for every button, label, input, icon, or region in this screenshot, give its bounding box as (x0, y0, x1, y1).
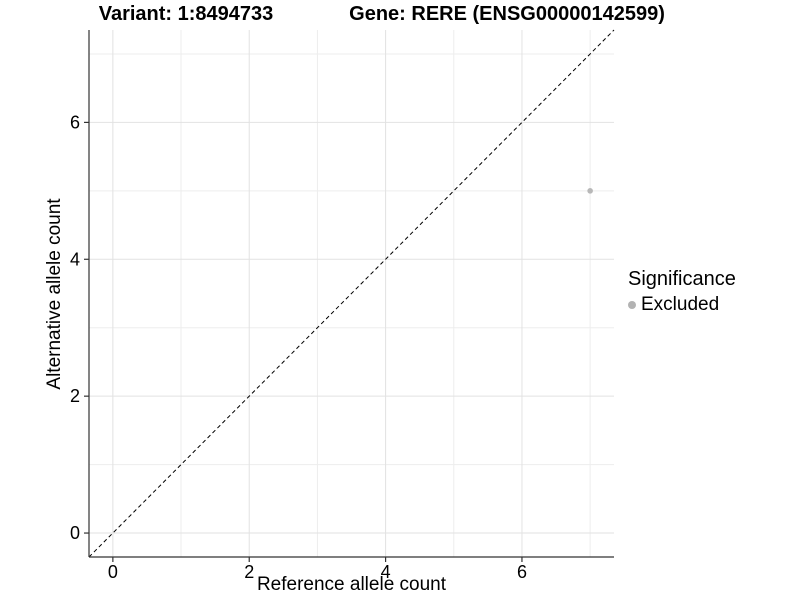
x-tick-label: 2 (244, 562, 254, 582)
legend-item-excluded: Excluded (628, 294, 736, 316)
variant-title: Variant: 1:8494733 (98, 3, 274, 25)
y-tick-label: 4 (70, 249, 80, 269)
y-tick-label: 2 (70, 386, 80, 406)
legend: Significance Excluded (628, 268, 736, 316)
x-axis-title: Reference allele count (256, 574, 447, 595)
gene-title: Gene: RERE (ENSG00000142599) (349, 3, 665, 25)
identity-dashed-line (88, 29, 615, 558)
legend-title: Significance (628, 268, 736, 290)
y-axis-title: Alternative allele count (44, 198, 65, 390)
grid-major (89, 30, 614, 557)
data-point (587, 188, 593, 194)
data-points (587, 188, 593, 194)
y-axis-ticks: 0 2 4 6 (70, 112, 89, 543)
legend-point-icon (628, 301, 636, 309)
x-tick-label: 6 (517, 562, 527, 582)
x-tick-label: 0 (108, 562, 118, 582)
axis-lines (88, 30, 614, 558)
x-tick-label: 4 (381, 562, 391, 582)
y-tick-label: 6 (70, 112, 80, 132)
x-axis-ticks: 0 2 4 6 (108, 557, 527, 582)
y-tick-label: 0 (70, 523, 80, 543)
grid-minor (89, 30, 614, 557)
legend-item-label: Excluded (641, 294, 720, 315)
